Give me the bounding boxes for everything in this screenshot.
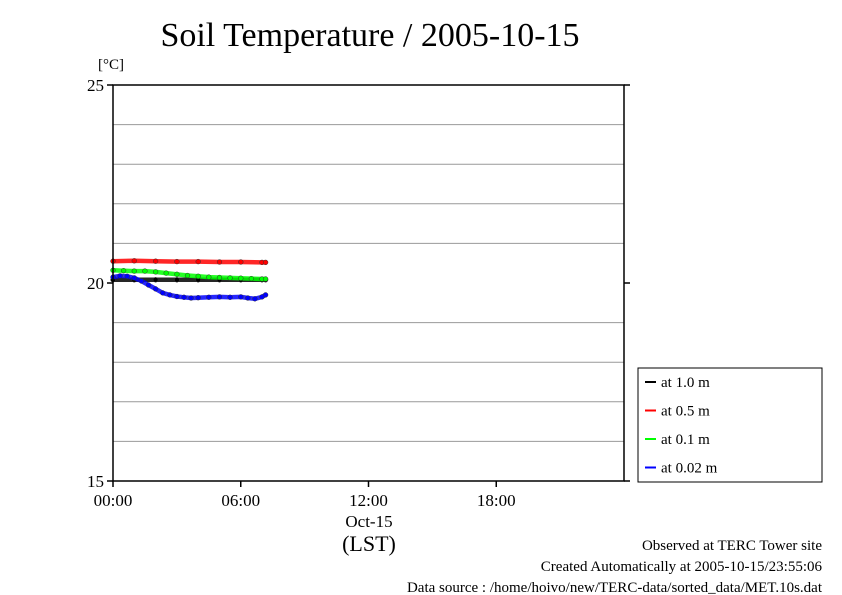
data-point — [117, 273, 123, 279]
data-point — [216, 294, 223, 300]
y-tick-label: 20 — [87, 274, 104, 293]
legend-label: at 0.1 m — [661, 432, 710, 448]
data-point — [160, 290, 166, 296]
x-tick-label: 12:00 — [349, 491, 388, 510]
footer-source: Data source : /home/hoivo/new/TERC-data/… — [407, 580, 823, 595]
data-point — [227, 275, 233, 281]
legend: at 1.0 m at 0.5 m at 0.1 m at 0.02 m — [637, 367, 823, 483]
footer-observed: Observed at TERC Tower site — [642, 538, 822, 554]
series-lines — [110, 258, 269, 302]
data-point — [174, 271, 180, 277]
data-point — [138, 278, 145, 284]
data-point — [152, 277, 159, 283]
data-point — [131, 258, 137, 264]
data-point — [245, 295, 251, 301]
data-point — [152, 286, 159, 292]
data-point — [152, 269, 159, 275]
data-point — [252, 296, 258, 302]
data-point — [142, 268, 148, 274]
data-point — [195, 258, 201, 265]
data-point — [262, 259, 269, 266]
data-point — [131, 275, 137, 281]
legend-label: at 0.02 m — [661, 461, 718, 477]
axis-ticks: 15 20 25 00:00 06:00 12:00 18:00 — [87, 76, 630, 510]
data-point — [131, 268, 137, 274]
legend-label: at 0.5 m — [661, 404, 710, 420]
data-point — [206, 274, 212, 280]
x-tick-label: 18:00 — [477, 491, 516, 510]
x-tick-label: 06:00 — [221, 491, 260, 510]
x-axis-date-label: Oct-15 — [345, 512, 392, 531]
data-point — [238, 275, 244, 281]
data-point — [145, 282, 152, 288]
data-point — [174, 293, 180, 300]
data-point — [188, 295, 194, 301]
y-axis-unit-label: [°C] — [98, 57, 124, 73]
data-point — [262, 292, 269, 298]
y-tick-label: 25 — [87, 76, 104, 95]
data-point — [152, 258, 159, 264]
data-point — [195, 295, 201, 301]
data-point — [262, 276, 269, 282]
data-point — [167, 292, 173, 298]
data-point — [174, 277, 180, 283]
data-point — [238, 294, 244, 300]
y-tick-label: 15 — [87, 472, 104, 491]
footer-created: Created Automatically at 2005-10-15/23:5… — [541, 559, 823, 575]
data-point — [216, 274, 223, 281]
data-point — [120, 268, 127, 274]
data-point — [227, 294, 233, 300]
legend-box — [637, 367, 823, 483]
series-line-2 — [110, 268, 268, 282]
data-point — [181, 294, 187, 300]
data-point — [248, 275, 255, 282]
data-point — [184, 272, 191, 279]
data-point — [238, 259, 244, 265]
x-tick-label: 00:00 — [94, 491, 133, 510]
x-axis-title: (LST) — [342, 531, 396, 556]
chart-title: Soil Temperature / 2005-10-15 — [160, 17, 579, 54]
data-point — [206, 294, 212, 300]
data-point — [163, 270, 169, 276]
data-point — [195, 273, 201, 279]
legend-label: at 1.0 m — [661, 375, 710, 391]
data-point — [216, 259, 223, 265]
data-point — [174, 258, 180, 265]
grid-lines — [113, 124, 624, 442]
data-point — [124, 273, 130, 279]
plot-frame — [112, 84, 625, 482]
